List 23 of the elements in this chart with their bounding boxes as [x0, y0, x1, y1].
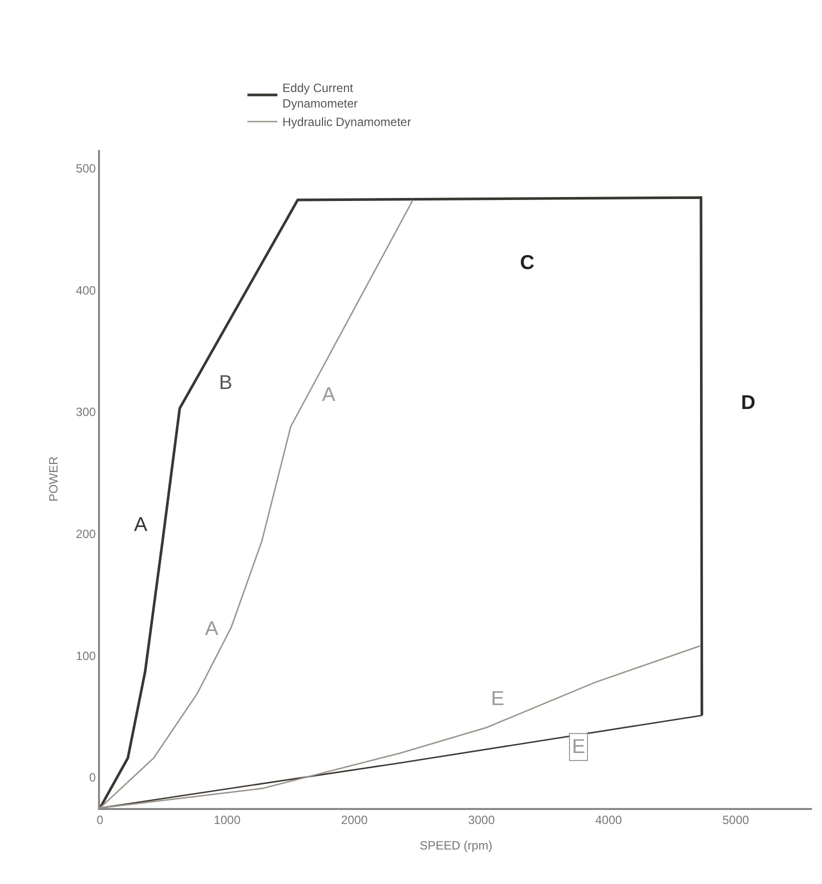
y-tick-label: 300 — [76, 405, 96, 420]
annotation: A — [322, 384, 336, 406]
y-tick-label: 200 — [76, 527, 96, 542]
annotation: C — [520, 252, 534, 274]
annotation: E — [491, 688, 504, 710]
y-tick-label: 500 — [76, 161, 96, 176]
annotation: B — [219, 372, 232, 394]
x-axis-title: SPEED (rpm) — [420, 838, 492, 853]
legend-label: Eddy Current Dynamometer — [282, 80, 358, 110]
annotation: A — [205, 618, 219, 640]
x-tick-label: 3000 — [468, 813, 496, 828]
y-tick-label: 0 — [89, 770, 96, 785]
legend-label: Hydraulic Dynamometer — [282, 115, 412, 130]
annotation: E — [572, 736, 586, 758]
annotation: A — [134, 514, 148, 536]
y-tick-label: 400 — [76, 283, 96, 298]
x-tick-label: 5000 — [722, 813, 750, 828]
y-axis-title: POWER — [46, 456, 61, 502]
annotation: D — [741, 392, 756, 414]
x-tick-label: 2000 — [340, 813, 368, 828]
y-tick-label: 100 — [76, 648, 96, 663]
x-tick-label: 4000 — [595, 813, 622, 828]
x-tick-label: 1000 — [214, 813, 241, 828]
